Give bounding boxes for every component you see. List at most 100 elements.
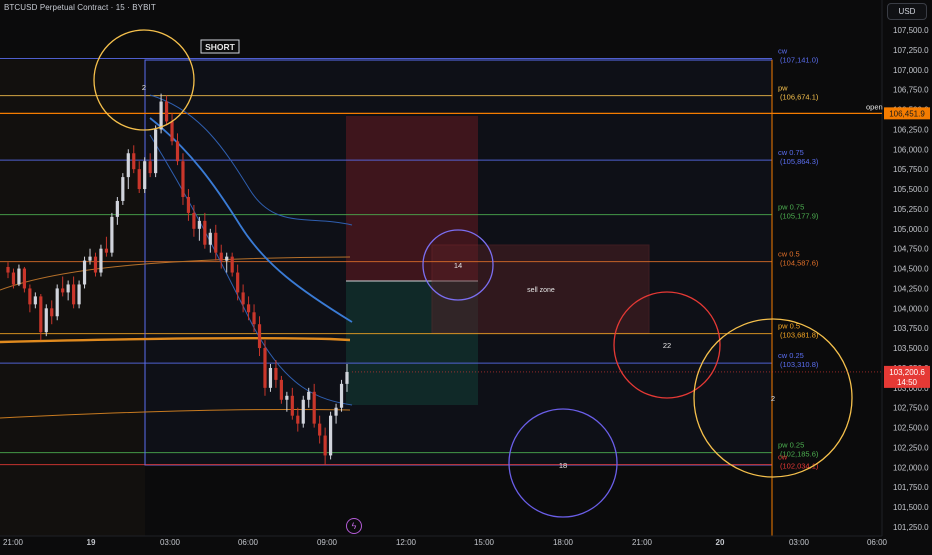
marker-label-3: 18 bbox=[559, 461, 567, 470]
candle-body-13 bbox=[77, 284, 81, 305]
level-label-2: cw 0.75 bbox=[778, 148, 804, 157]
marker-circle-2 bbox=[613, 291, 721, 399]
level-label-3: pw 0.75 bbox=[778, 203, 804, 212]
candle-body-55 bbox=[307, 391, 311, 400]
candle-body-39 bbox=[219, 252, 223, 261]
level-label-7: pw 0.25 bbox=[778, 441, 804, 450]
current-price-badge bbox=[884, 365, 930, 388]
y-tick-18: 105,750.0 bbox=[893, 165, 929, 174]
candle-body-0 bbox=[6, 266, 10, 273]
candle-body-53 bbox=[296, 415, 300, 424]
currency-button[interactable]: USD bbox=[887, 3, 927, 20]
vwap-band-upper bbox=[149, 94, 353, 226]
marker-circle-0 bbox=[93, 29, 195, 131]
marker-label-2: 22 bbox=[663, 341, 671, 350]
y-tick-16: 105,250.0 bbox=[893, 205, 929, 214]
candle-body-28 bbox=[159, 101, 163, 130]
x-tick-3: 06:00 bbox=[238, 538, 259, 547]
x-tick-1: 19 bbox=[87, 538, 96, 547]
level-label-6: cw 0.25 bbox=[778, 351, 804, 360]
x-tick-7: 18:00 bbox=[553, 538, 574, 547]
x-tick-5: 12:00 bbox=[396, 538, 417, 547]
open-label: open bbox=[866, 102, 883, 111]
candle-body-27 bbox=[154, 129, 158, 174]
candle-body-46 bbox=[257, 324, 262, 349]
y-tick-23: 107,000.0 bbox=[893, 66, 929, 75]
candle-body-10 bbox=[61, 288, 65, 293]
y-tick-6: 102,750.0 bbox=[893, 404, 929, 413]
candle-body-48 bbox=[268, 367, 273, 388]
candle-body-21 bbox=[121, 177, 125, 201]
candle-body-14 bbox=[82, 260, 87, 285]
x-tick-9: 20 bbox=[716, 538, 725, 547]
level-label-8: cw bbox=[778, 453, 788, 462]
level-value-4: (104,587.6) bbox=[780, 259, 819, 268]
short-tag: SHORT bbox=[205, 42, 236, 52]
candle-body-5 bbox=[33, 296, 37, 305]
y-tick-13: 104,500.0 bbox=[893, 265, 929, 274]
candle-body-31 bbox=[175, 141, 180, 162]
candle-body-30 bbox=[170, 121, 174, 142]
y-tick-1: 101,500.0 bbox=[893, 503, 929, 512]
candle-body-34 bbox=[192, 212, 196, 229]
y-tick-24: 107,250.0 bbox=[893, 46, 929, 55]
marker-label-0: 2 bbox=[142, 83, 146, 92]
candle-body-22 bbox=[126, 153, 130, 178]
sell-zone-box bbox=[431, 244, 650, 334]
x-tick-4: 09:00 bbox=[317, 538, 338, 547]
y-tick-14: 104,750.0 bbox=[893, 245, 929, 254]
candle-body-7 bbox=[44, 308, 48, 333]
candle-body-36 bbox=[203, 220, 207, 245]
flash-icon[interactable]: ϟ bbox=[346, 518, 362, 534]
level-value-3: (105,177.9) bbox=[780, 212, 819, 221]
x-tick-0: 21:00 bbox=[3, 538, 24, 547]
candle-body-26 bbox=[148, 161, 152, 174]
open-price-badge bbox=[884, 107, 930, 120]
short-risk-zone bbox=[346, 116, 478, 281]
candle-body-58 bbox=[323, 435, 327, 456]
x-tick-10: 03:00 bbox=[789, 538, 810, 547]
y-tick-9: 103,500.0 bbox=[893, 344, 929, 353]
candle-body-9 bbox=[55, 288, 59, 317]
level-label-0: cw bbox=[778, 47, 788, 56]
candle-body-49 bbox=[274, 367, 278, 380]
y-tick-2: 101,750.0 bbox=[893, 483, 929, 492]
candle-body-23 bbox=[132, 153, 136, 170]
current-price-text: 103,200.6 bbox=[889, 368, 925, 377]
candle-body-25 bbox=[143, 161, 147, 190]
open-price-text: 106,451.9 bbox=[889, 109, 925, 118]
level-value-0: (107,141.0) bbox=[780, 56, 819, 65]
level-value-5: (103,681.8) bbox=[780, 331, 819, 340]
vwap-band-mid bbox=[149, 117, 353, 323]
candle-body-41 bbox=[230, 256, 234, 273]
candle-body-17 bbox=[99, 248, 103, 273]
chart-title: BTCUSD Perpetual Contract · 15 · BYBIT bbox=[4, 3, 156, 12]
y-tick-22: 106,750.0 bbox=[893, 86, 929, 95]
candle-body-1 bbox=[11, 272, 16, 285]
y-tick-25: 107,500.0 bbox=[893, 26, 929, 35]
candle-body-6 bbox=[39, 296, 43, 333]
candle-body-12 bbox=[72, 284, 76, 305]
candle-body-38 bbox=[214, 232, 218, 253]
y-tick-10: 103,750.0 bbox=[893, 324, 929, 333]
candle-body-59 bbox=[328, 415, 333, 456]
ema-long bbox=[0, 336, 351, 344]
candle-body-16 bbox=[93, 256, 98, 273]
candle-body-20 bbox=[115, 200, 119, 217]
marker-label-1: 14 bbox=[454, 261, 462, 270]
y-tick-0: 101,250.0 bbox=[893, 523, 929, 532]
candle-body-11 bbox=[66, 284, 70, 293]
level-value-8: (102,034.1) bbox=[780, 462, 819, 471]
level-label-1: pw bbox=[778, 84, 788, 93]
level-label-5: pw 0.5 bbox=[778, 322, 800, 331]
candle-body-24 bbox=[137, 169, 141, 190]
y-tick-15: 105,000.0 bbox=[893, 225, 929, 234]
y-tick-3: 102,000.0 bbox=[893, 463, 929, 472]
countdown-text: 14:50 bbox=[897, 378, 918, 387]
candle-body-19 bbox=[110, 216, 114, 253]
level-value-1: (106,674.1) bbox=[780, 93, 819, 102]
candle-body-45 bbox=[252, 312, 256, 325]
x-tick-2: 03:00 bbox=[160, 538, 181, 547]
